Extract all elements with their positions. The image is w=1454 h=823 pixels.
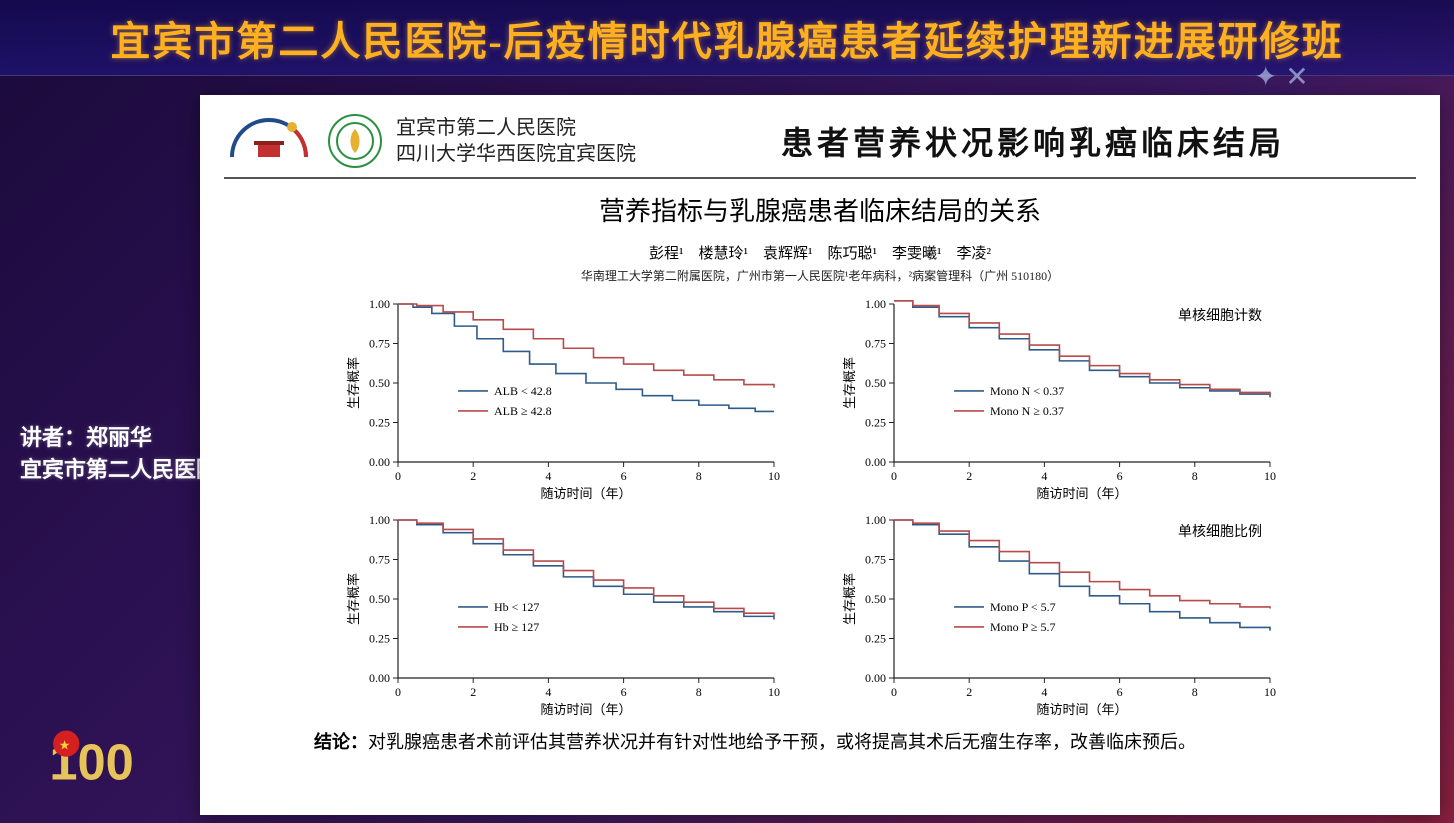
conclusion-label: 结论： <box>314 732 368 752</box>
svg-text:随访时间（年）: 随访时间（年） <box>540 702 631 717</box>
svg-text:4: 4 <box>1041 685 1047 699</box>
svg-text:0.25: 0.25 <box>865 632 886 646</box>
svg-text:0.00: 0.00 <box>369 671 390 685</box>
speaker-line1: 讲者：郑丽华 <box>20 420 218 452</box>
svg-text:2: 2 <box>470 685 476 699</box>
svg-text:0.50: 0.50 <box>369 592 390 606</box>
svg-text:Mono N < 0.37: Mono N < 0.37 <box>990 384 1064 398</box>
paper-title: 营养指标与乳腺癌患者临床结局的关系 <box>224 191 1416 228</box>
km-chart-0: 0.00 0.25 0.50 0.75 1.00 0 2 4 6 8 10 随访时间（年） 生存概率 AL… <box>344 294 800 502</box>
svg-text:2: 2 <box>966 469 972 483</box>
svg-text:0.75: 0.75 <box>865 553 886 567</box>
svg-text:单核细胞比例: 单核细胞比例 <box>1178 524 1262 540</box>
svg-text:0: 0 <box>891 685 897 699</box>
svg-text:6: 6 <box>1117 685 1123 699</box>
speaker-caption: 讲者：郑丽华 宜宾市第二人民医院 <box>20 420 218 484</box>
hospital-round-logo <box>328 114 382 168</box>
svg-text:8: 8 <box>1192 685 1198 699</box>
svg-text:1.00: 1.00 <box>865 513 886 527</box>
svg-text:Mono P < 5.7: Mono P < 5.7 <box>990 600 1056 614</box>
svg-text:1.00: 1.00 <box>369 513 390 527</box>
svg-text:0.75: 0.75 <box>369 553 390 567</box>
svg-text:0: 0 <box>395 469 401 483</box>
paper-authors: 彭程¹ 楼慧玲¹ 袁辉辉¹ 陈巧聪¹ 李雯曦¹ 李凌² <box>224 242 1416 263</box>
conclusion: 结论：对乳腺癌患者术前评估其营养状况并有针对性地给予干预，或将提高其术后无瘤生存… <box>224 728 1416 754</box>
svg-text:8: 8 <box>696 685 702 699</box>
svg-text:8: 8 <box>696 469 702 483</box>
slide-header: 宜宾市第二人民医院 四川大学华西医院宜宾医院 患者营养状况影响乳癌临床结局 <box>224 113 1416 179</box>
svg-text:4: 4 <box>545 469 551 483</box>
svg-text:10: 10 <box>1264 469 1276 483</box>
svg-text:Hb < 127: Hb < 127 <box>494 600 539 614</box>
svg-text:10: 10 <box>1264 685 1276 699</box>
paper-affiliation: 华南理工大学第二附属医院，广州市第一人民医院¹老年病科，²病案管理科（广州 51… <box>224 267 1416 284</box>
svg-text:生存概率: 生存概率 <box>842 357 857 409</box>
svg-text:2: 2 <box>470 469 476 483</box>
km-chart-3: 0.00 0.25 0.50 0.75 1.00 0 2 4 6 8 10 随访时间（年） 生存概率 Mo… <box>840 510 1296 718</box>
cpc-100-logo: 100 ★ <box>40 723 190 803</box>
svg-text:0.25: 0.25 <box>369 632 390 646</box>
svg-text:生存概率: 生存概率 <box>346 573 361 625</box>
svg-text:0: 0 <box>891 469 897 483</box>
svg-text:0.50: 0.50 <box>865 592 886 606</box>
broadcast-banner: 宜宾市第二人民医院-后疫情时代乳腺癌患者延续护理新进展研修班 <box>0 0 1454 76</box>
svg-text:8: 8 <box>1192 469 1198 483</box>
hospital-name: 宜宾市第二人民医院 四川大学华西医院宜宾医院 <box>396 115 636 167</box>
km-chart-2: 0.00 0.25 0.50 0.75 1.00 0 2 4 6 8 10 随访时间（年） 生存概率 Hb… <box>344 510 800 718</box>
svg-text:4: 4 <box>545 685 551 699</box>
svg-text:0: 0 <box>395 685 401 699</box>
svg-text:0.25: 0.25 <box>369 416 390 430</box>
svg-text:随访时间（年）: 随访时间（年） <box>1036 486 1127 501</box>
hospital-line2: 四川大学华西医院宜宾医院 <box>396 141 636 167</box>
svg-text:ALB ≥ 42.8: ALB ≥ 42.8 <box>494 404 552 418</box>
svg-text:6: 6 <box>621 685 627 699</box>
svg-text:★: ★ <box>59 737 71 752</box>
svg-text:6: 6 <box>1117 469 1123 483</box>
svg-text:单核细胞计数: 单核细胞计数 <box>1178 308 1262 324</box>
km-chart-1: 0.00 0.25 0.50 0.75 1.00 0 2 4 6 8 10 随访时间（年） 生存概率 Mo… <box>840 294 1296 502</box>
svg-text:6: 6 <box>621 469 627 483</box>
svg-text:0.50: 0.50 <box>369 376 390 390</box>
slide-title: 患者营养状况影响乳癌临床结局 <box>650 118 1416 164</box>
svg-text:2: 2 <box>966 685 972 699</box>
svg-text:1.00: 1.00 <box>865 297 886 311</box>
svg-text:0.75: 0.75 <box>865 337 886 351</box>
svg-text:4: 4 <box>1041 469 1047 483</box>
banner-title: 宜宾市第二人民医院-后疫情时代乳腺癌患者延续护理新进展研修班 <box>110 9 1343 67</box>
sparkle-decoration: ✦ ✕ ✦ <box>1254 60 1334 100</box>
svg-text:1.00: 1.00 <box>369 297 390 311</box>
km-charts-grid: 0.00 0.25 0.50 0.75 1.00 0 2 4 6 8 10 随访时间（年） 生存概率 AL… <box>224 294 1416 718</box>
presentation-slide: 宜宾市第二人民医院 四川大学华西医院宜宾医院 患者营养状况影响乳癌临床结局 营养… <box>200 95 1440 815</box>
svg-text:0.50: 0.50 <box>865 376 886 390</box>
svg-text:Mono N ≥ 0.37: Mono N ≥ 0.37 <box>990 404 1064 418</box>
svg-text:生存概率: 生存概率 <box>346 357 361 409</box>
svg-text:生存概率: 生存概率 <box>842 573 857 625</box>
svg-text:随访时间（年）: 随访时间（年） <box>540 486 631 501</box>
svg-text:随访时间（年）: 随访时间（年） <box>1036 702 1127 717</box>
speaker-line2: 宜宾市第二人民医院 <box>20 452 218 484</box>
svg-text:10: 10 <box>768 685 780 699</box>
conclusion-text: 对乳腺癌患者术前评估其营养状况并有针对性地给予干预，或将提高其术后无瘤生存率，改… <box>368 732 1196 752</box>
svg-text:ALB < 42.8: ALB < 42.8 <box>494 384 552 398</box>
hospital-arch-logo <box>224 113 314 169</box>
svg-text:0.00: 0.00 <box>369 455 390 469</box>
hospital-line1: 宜宾市第二人民医院 <box>396 115 636 141</box>
svg-text:0.75: 0.75 <box>369 337 390 351</box>
svg-text:Mono P ≥ 5.7: Mono P ≥ 5.7 <box>990 620 1055 634</box>
svg-text:0.25: 0.25 <box>865 416 886 430</box>
svg-text:0.00: 0.00 <box>865 671 886 685</box>
svg-text:10: 10 <box>768 469 780 483</box>
svg-text:0.00: 0.00 <box>865 455 886 469</box>
svg-text:Hb ≥ 127: Hb ≥ 127 <box>494 620 539 634</box>
